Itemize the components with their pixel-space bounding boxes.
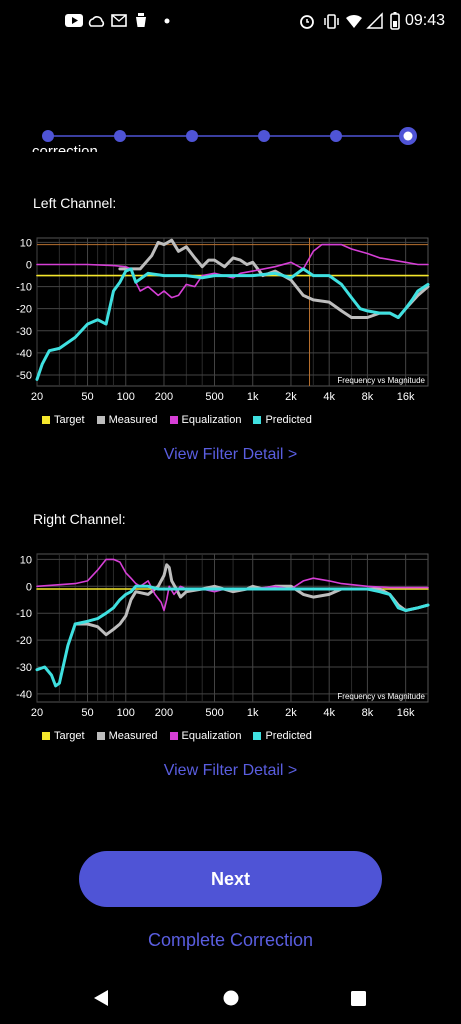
y-tick-label: -20 bbox=[16, 635, 32, 647]
legend-equalization: Equalization bbox=[169, 414, 241, 426]
right-view-filter-detail-link[interactable]: View Filter Detail > bbox=[163, 762, 298, 779]
plot-area bbox=[36, 553, 429, 703]
step-4-dot bbox=[258, 130, 270, 142]
x-tick-label: 2k bbox=[285, 391, 297, 403]
chart-title: Frequency vs Magnitude bbox=[337, 692, 425, 701]
x-tick-label: 8k bbox=[362, 707, 374, 719]
left-view-filter-detail-link[interactable]: View Filter Detail > bbox=[163, 446, 298, 463]
x-tick-label: 8k bbox=[362, 391, 374, 403]
y-tick-label: -30 bbox=[16, 326, 32, 338]
battery-icon bbox=[390, 12, 400, 30]
step-5-dot bbox=[330, 130, 342, 142]
step-2-dot bbox=[114, 130, 126, 142]
youtube-icon bbox=[65, 14, 83, 27]
y-tick-label: -40 bbox=[16, 689, 32, 701]
x-tick-label: 20 bbox=[31, 707, 43, 719]
system-icons bbox=[300, 12, 400, 30]
y-tick-label: -20 bbox=[16, 304, 32, 316]
cloud-icon bbox=[88, 16, 105, 27]
x-tick-label: 500 bbox=[205, 391, 223, 403]
signal-icon bbox=[366, 12, 383, 29]
y-tick-label: -10 bbox=[16, 608, 32, 620]
intro-text-clipped: correction. bbox=[32, 143, 103, 152]
x-tick-label: 200 bbox=[155, 391, 173, 403]
y-tick-label: 10 bbox=[20, 554, 32, 566]
y-tick-label: -50 bbox=[16, 370, 32, 382]
left-channel-chart: 20 50 100 200 500 1k 2k 4k 8k 16k100-10-20-30-40-… bbox=[16, 237, 430, 403]
x-tick-label: 20 bbox=[31, 391, 43, 403]
legend-measured: Measured bbox=[96, 414, 158, 426]
y-tick-label: 0 bbox=[26, 581, 32, 593]
y-tick-label: 10 bbox=[20, 237, 32, 249]
home-icon[interactable] bbox=[223, 990, 239, 1006]
y-tick-label: -30 bbox=[16, 662, 32, 674]
x-tick-label: 500 bbox=[205, 707, 223, 719]
x-tick-label: 16k bbox=[397, 391, 415, 403]
x-tick-label: 4k bbox=[323, 707, 335, 719]
x-tick-label: 100 bbox=[117, 391, 135, 403]
progress-stepper bbox=[42, 127, 417, 145]
legend-target: Target bbox=[42, 414, 85, 426]
left-channel-label: Left Channel: bbox=[33, 195, 117, 211]
vibrate-icon bbox=[324, 14, 339, 29]
status-time: 09:43 bbox=[404, 12, 445, 29]
plot-area bbox=[36, 237, 429, 387]
x-tick-label: 1k bbox=[247, 707, 259, 719]
complete-correction-link[interactable]: Complete Correction bbox=[147, 930, 314, 950]
x-tick-label: 1k bbox=[247, 391, 259, 403]
status-bar: 09:43 bbox=[0, 0, 461, 44]
legend-equalization: Equalization bbox=[169, 730, 241, 742]
left-legend: Target Measured Equalization Predicted bbox=[42, 414, 318, 426]
notification-icons bbox=[65, 13, 170, 27]
step-1-dot bbox=[42, 130, 54, 142]
x-tick-label: 100 bbox=[117, 707, 135, 719]
x-tick-label: 200 bbox=[155, 707, 173, 719]
legend-target: Target bbox=[42, 730, 85, 742]
x-tick-label: 16k bbox=[397, 707, 415, 719]
x-tick-label: 4k bbox=[323, 391, 335, 403]
dot-icon bbox=[164, 18, 170, 24]
y-tick-label: 0 bbox=[26, 260, 32, 272]
chart-title: Frequency vs Magnitude bbox=[337, 376, 425, 385]
series-line-measured bbox=[118, 238, 430, 319]
system-nav-bar bbox=[94, 990, 366, 1006]
recents-icon[interactable] bbox=[351, 991, 366, 1006]
legend-measured: Measured bbox=[96, 730, 158, 742]
y-tick-label: -10 bbox=[16, 282, 32, 294]
back-icon[interactable] bbox=[94, 990, 108, 1006]
cup-icon bbox=[136, 13, 146, 27]
wifi-icon bbox=[346, 14, 362, 28]
right-channel-label: Right Channel: bbox=[33, 511, 126, 527]
x-tick-label: 50 bbox=[81, 391, 93, 403]
y-tick-label: -40 bbox=[16, 348, 32, 360]
legend-predicted: Predicted bbox=[253, 730, 312, 742]
x-tick-label: 50 bbox=[81, 707, 93, 719]
series-line-predicted bbox=[35, 267, 430, 381]
series-line-predicted bbox=[35, 584, 430, 688]
mail-icon bbox=[111, 14, 127, 27]
legend-predicted: Predicted bbox=[253, 414, 312, 426]
x-tick-label: 2k bbox=[285, 707, 297, 719]
alarm-icon bbox=[300, 15, 314, 29]
step-3-dot bbox=[186, 130, 198, 142]
next-button[interactable]: Next bbox=[79, 851, 382, 907]
right-legend: Target Measured Equalization Predicted bbox=[42, 730, 318, 742]
